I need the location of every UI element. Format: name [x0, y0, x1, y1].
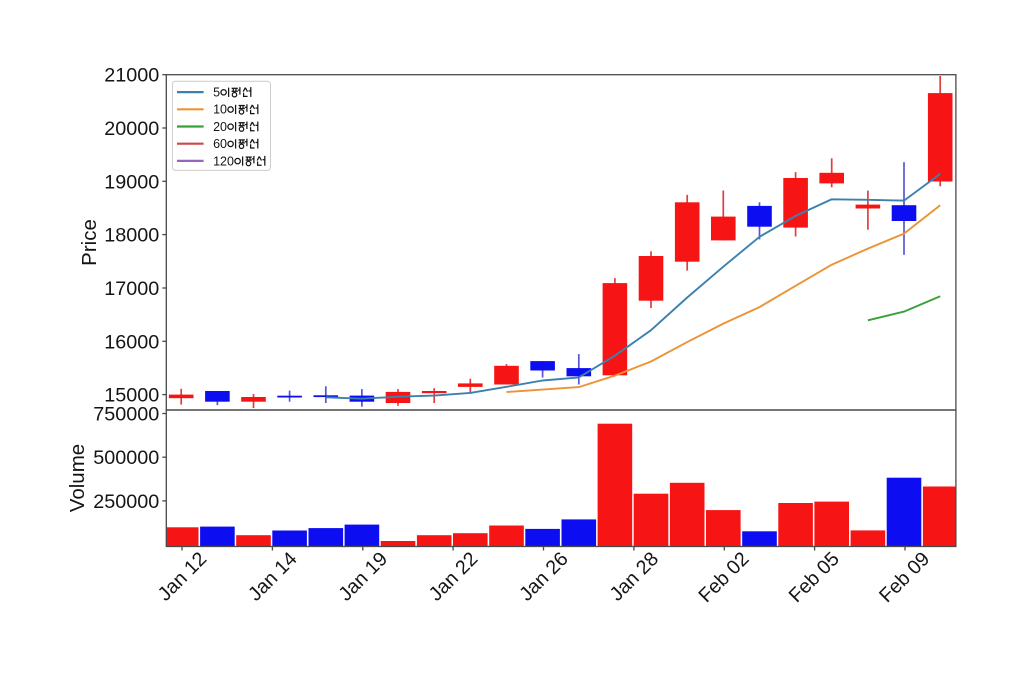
svg-text:20: 20 — [213, 120, 227, 134]
svg-text:19000: 19000 — [104, 171, 159, 193]
svg-text:750000: 750000 — [93, 404, 159, 426]
svg-text:120: 120 — [213, 154, 234, 168]
svg-text:Price: Price — [78, 219, 101, 266]
svg-text:20000: 20000 — [104, 118, 159, 140]
svg-text:Volume: Volume — [66, 444, 89, 512]
svg-text:5: 5 — [213, 86, 220, 100]
svg-text:250000: 250000 — [93, 491, 159, 513]
svg-text:16000: 16000 — [104, 331, 159, 353]
svg-text:60: 60 — [213, 137, 227, 151]
svg-text:18000: 18000 — [104, 225, 159, 247]
svg-text:21000: 21000 — [104, 65, 159, 87]
svg-text:500000: 500000 — [93, 447, 159, 469]
svg-text:10: 10 — [213, 103, 227, 117]
svg-text:17000: 17000 — [104, 278, 159, 300]
svg-text:15000: 15000 — [104, 385, 159, 407]
